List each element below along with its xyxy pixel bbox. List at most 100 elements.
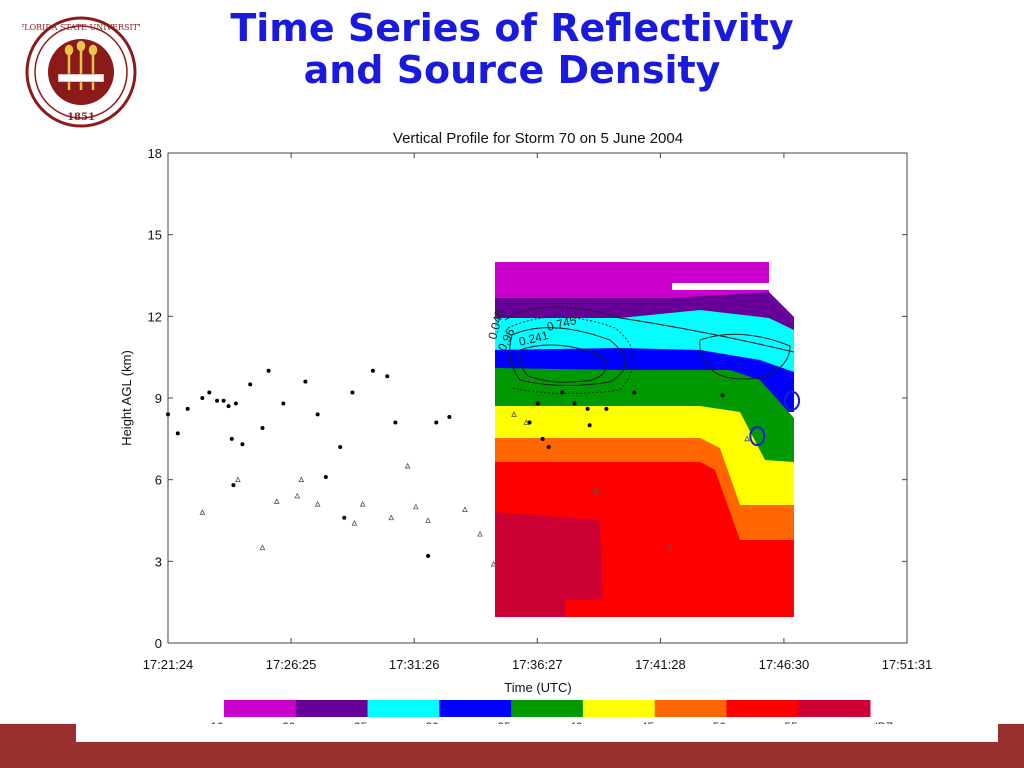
source-point-dot bbox=[248, 382, 253, 387]
chart-title: Vertical Profile for Storm 70 on 5 June … bbox=[393, 130, 683, 147]
source-point-dot bbox=[260, 425, 265, 430]
source-point-triangle bbox=[359, 500, 366, 507]
source-point-triangle bbox=[490, 560, 497, 567]
source-point-triangle bbox=[666, 544, 673, 551]
source-point-dot bbox=[175, 431, 180, 436]
colorbar-segment bbox=[367, 700, 440, 717]
y-tick-label: 12 bbox=[148, 309, 162, 324]
density-contour-3 bbox=[699, 333, 791, 380]
slide-title-line1: Time Series of Reflectivity bbox=[230, 6, 794, 50]
x-tick-label: 17:36:27 bbox=[512, 657, 563, 672]
highlight-circle bbox=[784, 390, 801, 411]
source-point-triangle bbox=[259, 544, 266, 551]
seal-text: FLORIDA STATE UNIVERSITY bbox=[22, 23, 140, 32]
colorbar-segment bbox=[439, 700, 512, 717]
source-point-dot bbox=[342, 515, 347, 520]
source-point-dot bbox=[266, 368, 271, 373]
source-point-triangle bbox=[412, 503, 419, 510]
source-point-dot bbox=[560, 390, 565, 395]
y-tick-label: 15 bbox=[148, 228, 162, 243]
source-point-triangle bbox=[199, 509, 206, 515]
source-point-triangle bbox=[511, 411, 517, 417]
footer-panel bbox=[76, 724, 998, 742]
y-tick-label: 3 bbox=[155, 554, 162, 569]
source-point-dot bbox=[720, 393, 725, 398]
source-point-dot bbox=[540, 436, 545, 441]
source-point-dot bbox=[393, 420, 398, 425]
density-contour-dotted bbox=[507, 316, 635, 395]
source-point-dot bbox=[303, 379, 308, 384]
source-point-dot bbox=[572, 401, 577, 406]
slide-title-line2: and Source Density bbox=[303, 47, 721, 92]
y-tick-label: 9 bbox=[155, 391, 162, 406]
source-point-dot bbox=[604, 406, 609, 411]
source-point-dot bbox=[350, 390, 355, 395]
source-point-dot bbox=[434, 420, 439, 425]
source-point-dot bbox=[338, 445, 343, 449]
source-point-triangle bbox=[477, 530, 483, 537]
source-point-triangle bbox=[388, 514, 395, 521]
x-tick-label: 17:41:28 bbox=[635, 657, 686, 672]
y-tick-label: 18 bbox=[148, 146, 162, 161]
source-point-dot bbox=[166, 412, 170, 417]
field-notch bbox=[672, 283, 769, 290]
x-tick-label: 17:51:31 bbox=[882, 657, 933, 672]
source-point-dot bbox=[185, 406, 190, 411]
slide-title: Time Series of Reflectivity and Source D… bbox=[200, 6, 824, 92]
y-tick-label: 0 bbox=[155, 636, 162, 651]
source-point-dot bbox=[323, 474, 328, 479]
source-point-dot bbox=[426, 553, 431, 558]
source-point-dot bbox=[587, 423, 592, 428]
fsu-seal-icon: FLORIDA STATE UNIVERSITY 1851 bbox=[22, 16, 140, 128]
source-point-dot bbox=[240, 442, 245, 447]
source-point-dot bbox=[527, 420, 532, 425]
source-point-dot bbox=[315, 412, 320, 417]
source-point-dot bbox=[207, 390, 212, 395]
source-point-dot bbox=[385, 374, 390, 379]
reflectivity-layer-55 bbox=[495, 512, 602, 617]
y-tick-label: 6 bbox=[155, 473, 162, 488]
source-point-dot bbox=[447, 415, 452, 420]
source-point-triangle bbox=[744, 435, 750, 442]
colorbar-segment bbox=[654, 700, 727, 717]
source-point-triangle bbox=[404, 462, 411, 469]
source-point-dot bbox=[632, 390, 637, 395]
density-contour-0 bbox=[504, 306, 795, 353]
density-contour-2 bbox=[518, 344, 607, 383]
seal-year: 1851 bbox=[67, 112, 95, 123]
source-point-triangle bbox=[273, 498, 280, 504]
source-point-dot bbox=[231, 483, 236, 488]
colorbar-segment bbox=[798, 700, 871, 717]
source-density-contours bbox=[504, 306, 795, 395]
source-point-dot bbox=[370, 368, 375, 373]
source-point-dot bbox=[281, 401, 286, 406]
colorbar-segment bbox=[511, 700, 584, 717]
source-point-dot bbox=[215, 398, 220, 403]
x-tick-label: 17:26:25 bbox=[266, 657, 317, 672]
source-point-triangle bbox=[314, 500, 321, 507]
density-contour-1 bbox=[509, 327, 626, 387]
y-axis-label: Height AGL (km) bbox=[119, 350, 134, 446]
source-point-triangle bbox=[523, 419, 530, 425]
colorbar-segment bbox=[726, 700, 799, 717]
source-point-triangle bbox=[294, 492, 301, 499]
source-point-dot bbox=[546, 445, 551, 449]
source-point-triangle bbox=[592, 487, 599, 493]
source-point-dot bbox=[233, 401, 238, 406]
source-point-dot bbox=[229, 436, 234, 441]
source-point-triangle bbox=[298, 476, 305, 483]
x-tick-label: 17:21:24 bbox=[143, 657, 194, 672]
colorbar-segment bbox=[224, 700, 297, 717]
source-point-dot bbox=[585, 406, 590, 411]
source-point-dot bbox=[226, 404, 231, 409]
x-tick-label: 17:46:30 bbox=[759, 657, 810, 672]
colorbar-segment bbox=[582, 700, 656, 717]
highlight-circle bbox=[749, 426, 766, 447]
x-tick-label: 17:31:26 bbox=[389, 657, 440, 672]
source-point-triangle bbox=[235, 476, 241, 483]
source-point-triangle bbox=[425, 517, 431, 523]
source-point-triangle bbox=[462, 506, 468, 513]
x-axis-label: Time (UTC) bbox=[504, 680, 571, 695]
source-point-dot bbox=[535, 401, 540, 406]
